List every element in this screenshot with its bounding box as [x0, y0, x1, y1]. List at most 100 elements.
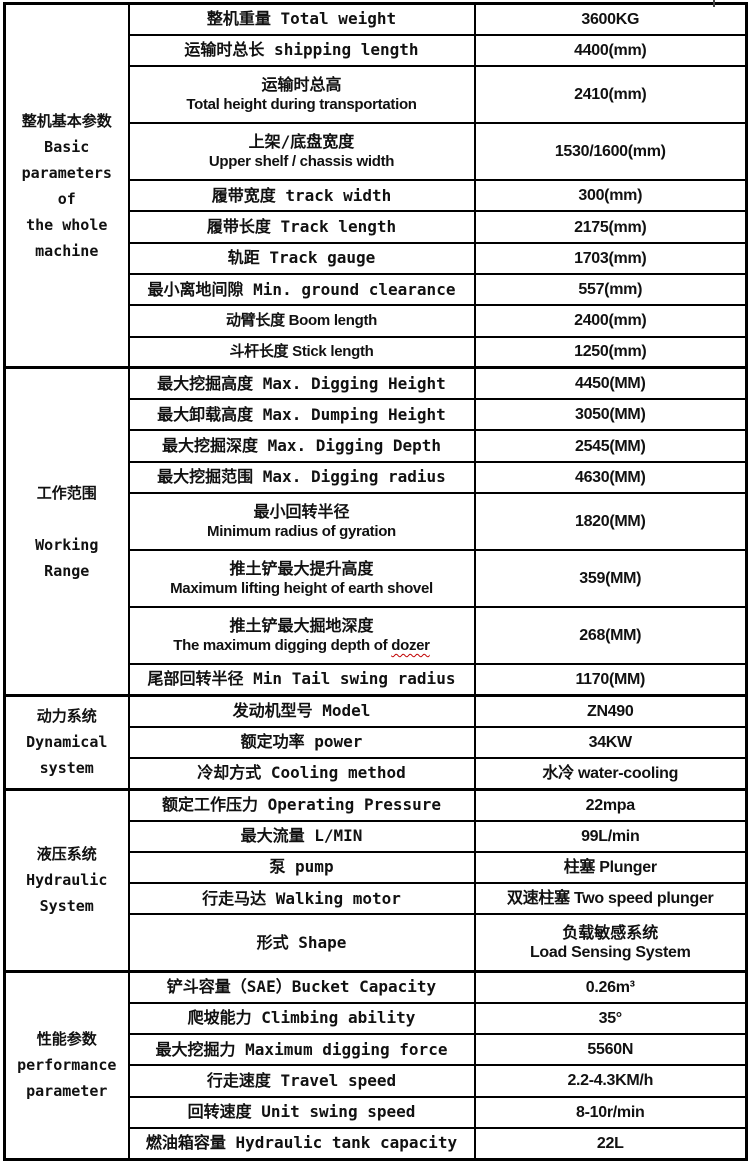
- value-cell: 4630(MM): [473, 460, 748, 495]
- parameter-cell: 额定工作压力 Operating Pressure: [127, 787, 476, 822]
- value-cell: 负载敏感系统 Load Sensing System: [473, 913, 748, 973]
- param-line: 最大挖掘高度 Max. Digging Height: [157, 373, 446, 393]
- value-cell: 268(MM): [473, 606, 748, 666]
- table-row: 回转速度 Unit swing speed 8-10r/min: [5, 1095, 748, 1129]
- parameter-cell: 最大卸载高度 Max. Dumping Height: [127, 398, 476, 432]
- table-row: 最大挖掘力 Maximum digging force 5560N: [5, 1033, 748, 1067]
- value-line: 3050(MM): [574, 406, 646, 424]
- value-cell: 2400(mm): [473, 304, 748, 338]
- parameter-cell: 动臂长度 Boom length: [127, 304, 476, 338]
- table-row: 最大流量 L/MIN 99L/min: [5, 819, 748, 853]
- table-row: 斗杆长度 Stick length 1250(mm): [5, 335, 748, 369]
- value-line: 0.26m³: [585, 978, 635, 996]
- value-cell: 2175(mm): [473, 210, 748, 244]
- table-row: 性能参数 performance parameter 铲斗容量（SAE）Bucke…: [3, 969, 748, 1161]
- param-line: 整机重量 Total weight: [206, 9, 397, 29]
- value-cell: 4400(mm): [473, 33, 748, 68]
- parameter-cell: 推土铲最大提升高度 Maximum lifting height of earth…: [127, 549, 476, 609]
- value-line: ZN490: [586, 702, 634, 720]
- param-line: Upper shelf / chassis width: [208, 153, 395, 171]
- value-line: 34KW: [588, 733, 633, 751]
- misspelled-word: dozer: [391, 637, 430, 655]
- param-line: 行走马达 Walking motor: [202, 888, 401, 908]
- table-row: 履带宽度 track width 300(mm): [5, 179, 748, 213]
- value-line: 4630(MM): [574, 468, 646, 486]
- value-line: 2400(mm): [574, 312, 647, 330]
- value-cell: 99L/min: [473, 819, 748, 853]
- value-cell: ZN490: [473, 693, 748, 728]
- value-cell: 双速柱塞 Two speed plunger: [473, 882, 748, 916]
- param-line: 最大挖掘范围 Max. Digging radius: [157, 467, 446, 487]
- parameter-cell: 最大挖掘力 Maximum digging force: [127, 1033, 476, 1067]
- param-line: 爬坡能力 Climbing ability: [187, 1008, 416, 1028]
- param-line: 燃油箱容量 Hydraulic tank capacity: [145, 1133, 458, 1153]
- table-row: 行走速度 Travel speed 2.2-4.3KM/h: [5, 1064, 748, 1098]
- value-cell: 22L: [473, 1126, 748, 1161]
- parameter-cell: 形式 Shape: [127, 913, 476, 973]
- parameter-cell: 冷却方式 Cooling method: [127, 756, 476, 791]
- parameter-cell: 最大流量 L/MIN: [127, 819, 476, 853]
- parameter-cell: 尾部回转半径 Min Tail swing radius: [127, 663, 476, 697]
- param-line: 最小离地间隙 Min. ground clearance: [147, 279, 456, 299]
- value-line: 5560N: [587, 1041, 634, 1059]
- value-cell: 2545(MM): [473, 429, 748, 463]
- category-cell: 性能参数 performance parameter: [3, 969, 130, 1161]
- value-line: 1820(MM): [574, 513, 646, 531]
- param-line: 轨距 Track gauge: [227, 248, 376, 268]
- value-cell: 水冷 water-cooling: [473, 756, 748, 791]
- param-line: Total height during transportation: [186, 96, 417, 114]
- value-line: 1703(mm): [574, 249, 647, 267]
- param-line: 最大挖掘力 Maximum digging force: [155, 1039, 448, 1059]
- parameter-cell: 斗杆长度 Stick length: [127, 335, 476, 369]
- value-cell: 柱塞 Plunger: [473, 850, 748, 885]
- table-row: 上架/底盘宽度 Upper shelf / chassis width 1530/1…: [5, 122, 748, 182]
- param-line: 铲斗容量（SAE）Bucket Capacity: [166, 977, 437, 997]
- value-cell: 1250(mm): [473, 335, 748, 369]
- value-line: 3600KG: [581, 10, 640, 28]
- value-cell: 1530/1600(mm): [473, 122, 748, 182]
- parameter-cell: 铲斗容量（SAE）Bucket Capacity: [127, 969, 476, 1004]
- table-row: 运输时总高 Total height during transportation 2…: [5, 65, 748, 125]
- parameter-cell: 最大挖掘深度 Max. Digging Depth: [127, 429, 476, 463]
- value-cell: 34KW: [473, 725, 748, 759]
- table-row: 最小离地间隙 Min. ground clearance 557(mm): [5, 272, 748, 307]
- param-line: 泵 pump: [269, 857, 334, 877]
- param-line: 尾部回转半径 Min Tail swing radius: [147, 669, 456, 689]
- param-line: 回转速度 Unit swing speed: [187, 1102, 416, 1122]
- table-row: 冷却方式 Cooling method 水冷 water-cooling: [5, 756, 748, 791]
- param-line: The maximum digging depth of dozer: [173, 637, 430, 655]
- value-cell: 8-10r/min: [473, 1095, 748, 1129]
- value-cell: 557(mm): [473, 272, 748, 307]
- table-row: 运输时总长 shipping length 4400(mm): [5, 33, 748, 68]
- table-row: 工作范围 Working Range 最大挖掘高度 Max. Digging He…: [3, 366, 748, 697]
- param-line: 推土铲最大提升高度: [229, 559, 374, 579]
- value-line: 水冷 water-cooling: [542, 764, 679, 782]
- value-line: 2175(mm): [574, 218, 647, 236]
- value-line: Load Sensing System: [529, 944, 691, 962]
- param-line: 最大挖掘深度 Max. Digging Depth: [161, 436, 442, 456]
- table-row: 燃油箱容量 Hydraulic tank capacity 22L: [5, 1126, 748, 1161]
- table-row: 推土铲最大掘地深度 The maximum digging depth of do…: [5, 606, 748, 666]
- param-line: 最小回转半径: [253, 502, 350, 522]
- value-line: 2.2-4.3KM/h: [567, 1072, 654, 1090]
- parameter-cell: 回转速度 Unit swing speed: [127, 1095, 476, 1129]
- parameter-cell: 发动机型号 Model: [127, 693, 476, 728]
- category-cell: 工作范围 Working Range: [3, 366, 130, 697]
- parameter-cell: 爬坡能力 Climbing ability: [127, 1001, 476, 1036]
- table-row: 最小回转半径 Minimum radius of gyration 1820(MM): [5, 492, 748, 552]
- value-line: 359(MM): [579, 570, 642, 588]
- parameter-cell: 最大挖掘范围 Max. Digging radius: [127, 460, 476, 495]
- value-cell: 1820(MM): [473, 492, 748, 552]
- param-line: 最大卸载高度 Max. Dumping Height: [157, 404, 446, 424]
- table-row: 额定功率 power 34KW: [5, 725, 748, 759]
- param-line: 推土铲最大掘地深度: [229, 616, 374, 636]
- value-cell: 359(MM): [473, 549, 748, 609]
- param-line: 运输时总高: [261, 75, 342, 95]
- value-cell: 2.2-4.3KM/h: [473, 1064, 748, 1098]
- value-line: 99L/min: [581, 827, 640, 845]
- param-line: 上架/底盘宽度: [248, 132, 355, 152]
- parameter-cell: 行走速度 Travel speed: [127, 1064, 476, 1098]
- table-row: 最大挖掘深度 Max. Digging Depth 2545(MM): [5, 429, 748, 463]
- table-row: 泵 pump 柱塞 Plunger: [5, 850, 748, 885]
